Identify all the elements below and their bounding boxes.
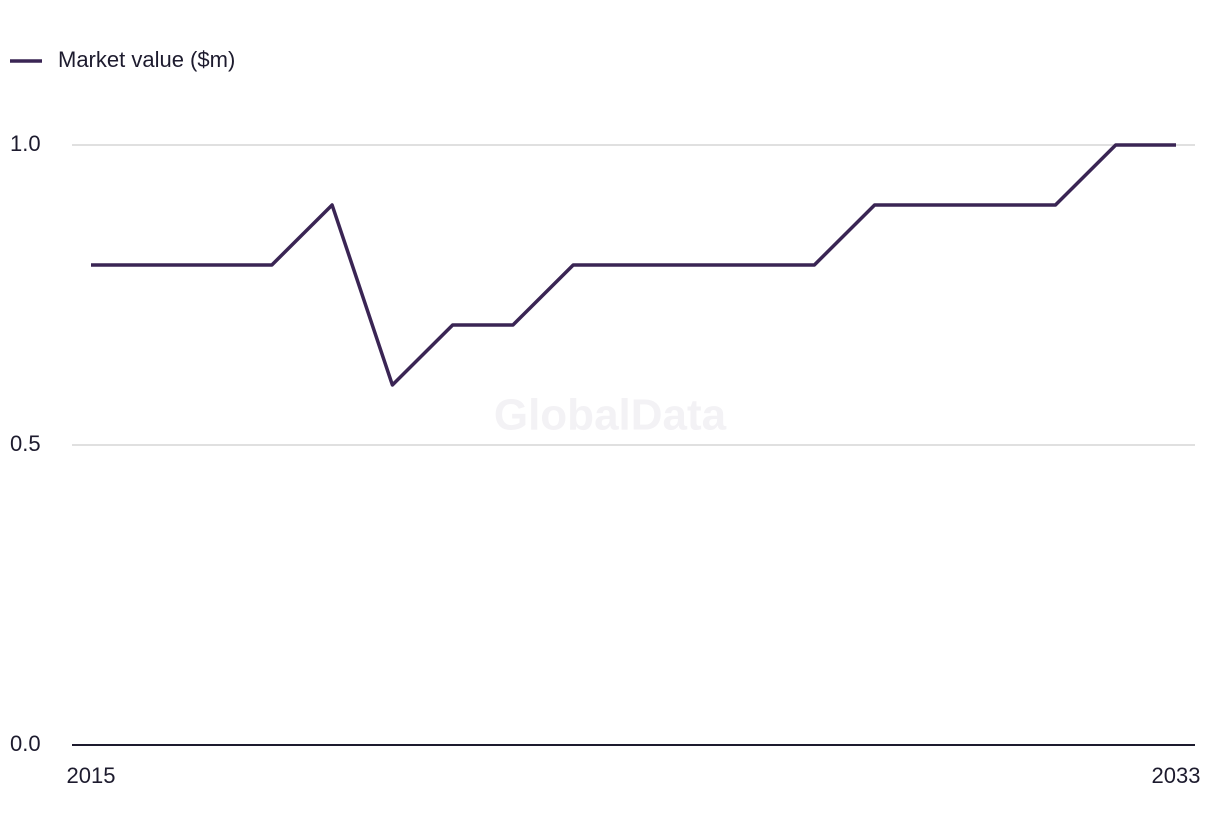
y-tick-label: 1.0 — [10, 131, 41, 156]
line-series — [91, 143, 1176, 387]
y-tick-label: 0.0 — [10, 731, 41, 756]
watermark: GlobalData — [494, 391, 727, 440]
y-tick-label: 0.5 — [10, 431, 41, 456]
x-tick-label: 2033 — [1152, 763, 1201, 788]
legend-label: Market value ($m) — [58, 47, 235, 72]
x-tick-label: 2015 — [67, 763, 116, 788]
